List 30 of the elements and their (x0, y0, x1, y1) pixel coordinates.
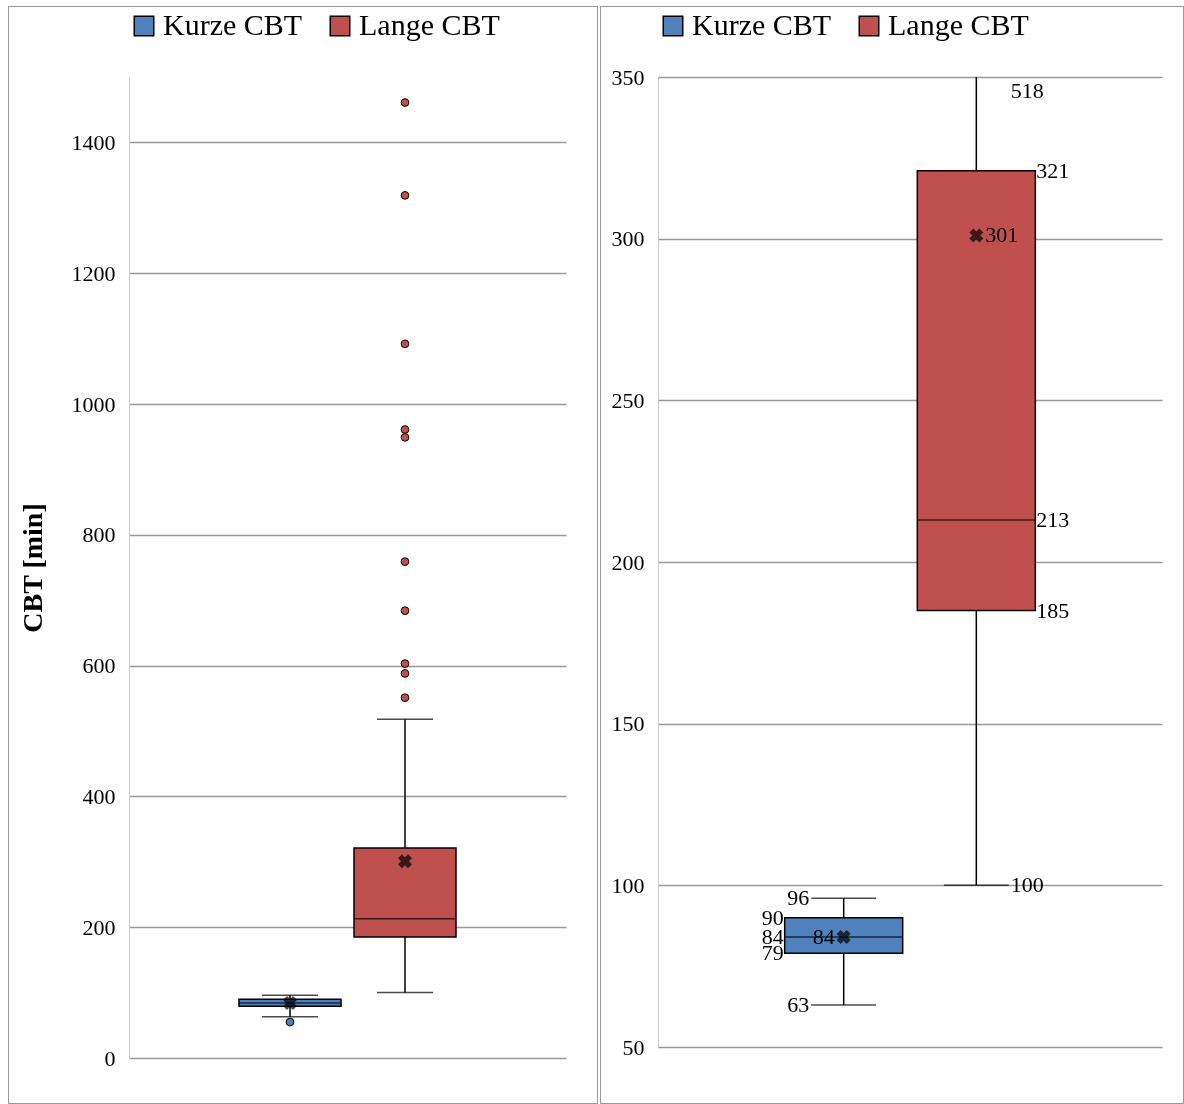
y-tick-label: 600 (82, 653, 116, 679)
annotation: 321 (1036, 157, 1070, 183)
y-tick-label: 200 (611, 549, 645, 575)
annotation: 185 (1036, 597, 1070, 623)
annotation: 213 (1036, 506, 1070, 532)
y-tick-label: 800 (82, 522, 116, 548)
y-tick-label: 400 (82, 783, 116, 809)
legend-label: Lange CBT (359, 8, 500, 41)
annotation: 518 (1010, 78, 1044, 103)
y-tick-label: 1200 (71, 260, 116, 286)
y-tick-label: 250 (611, 387, 645, 413)
legend-label: Lange CBT (888, 8, 1029, 41)
y-tick-label: 50 (622, 1034, 645, 1060)
annotation: 100 (1010, 872, 1044, 898)
annotation: 301 (985, 222, 1019, 248)
annotation: 63 (787, 991, 810, 1017)
annotation: 84 (812, 924, 835, 950)
y-tick-label: 1400 (71, 129, 116, 155)
annotation: 96 (787, 885, 810, 911)
y-tick-label: 150 (611, 711, 645, 737)
y-tick-label: 200 (82, 914, 116, 940)
y-tick-label: 1000 (71, 391, 116, 417)
y-tick-label: 0 (104, 1045, 116, 1071)
y-tick-label: 100 (611, 872, 645, 898)
legend-label: Kurze CBT (692, 8, 832, 41)
legend-label: Kurze CBT (163, 8, 303, 41)
y-axis-title: CBT [min] (16, 503, 48, 633)
annotation: 90 (761, 904, 784, 930)
y-tick-label: 300 (611, 226, 645, 252)
y-tick-label: 350 (611, 64, 645, 90)
